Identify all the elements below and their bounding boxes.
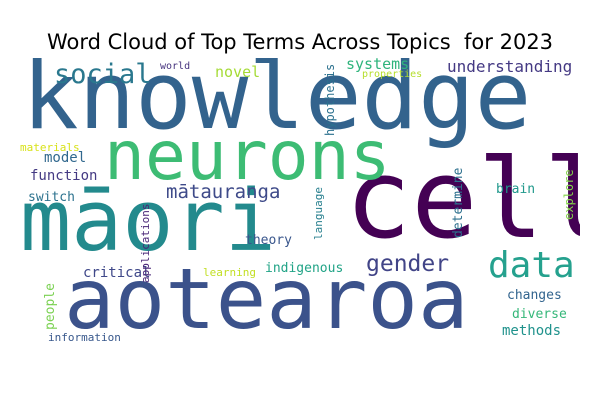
- word: social: [54, 59, 152, 90]
- word: methods: [502, 323, 562, 339]
- word: learning: [203, 266, 256, 279]
- word: determine: [451, 167, 466, 238]
- word: mātauranga: [166, 181, 281, 203]
- word: explore: [562, 169, 576, 220]
- word-cloud: knowledge māori cell aotearoa neurons data soc…: [20, 58, 580, 346]
- word: theory: [245, 233, 292, 248]
- word: data: [488, 245, 575, 286]
- figure-title: Word Cloud of Top Terms Across Topics fo…: [46, 30, 554, 54]
- word: neurons: [104, 117, 391, 196]
- word: understanding: [447, 58, 573, 76]
- word: indigenous: [265, 261, 344, 276]
- word: systems: [346, 58, 410, 73]
- word: materials: [20, 141, 80, 154]
- word: changes: [507, 288, 562, 303]
- word: cell: [345, 135, 580, 263]
- word: properties: [362, 69, 423, 80]
- word: knowledge: [22, 58, 532, 151]
- word: novel: [215, 63, 261, 81]
- word: model: [44, 150, 87, 166]
- word: information: [48, 331, 121, 344]
- word: hypothesis: [323, 63, 337, 136]
- word: world: [160, 61, 191, 72]
- word: switch: [28, 190, 75, 205]
- word: applications: [139, 203, 152, 283]
- word: people: [43, 283, 58, 330]
- word: critical: [83, 265, 151, 281]
- word: gender: [366, 251, 450, 277]
- word: māori: [20, 172, 276, 271]
- word: brain: [496, 182, 536, 197]
- word: function: [30, 168, 98, 184]
- word: language: [312, 187, 325, 240]
- word: diverse: [512, 307, 567, 322]
- word: aotearoa: [64, 250, 469, 346]
